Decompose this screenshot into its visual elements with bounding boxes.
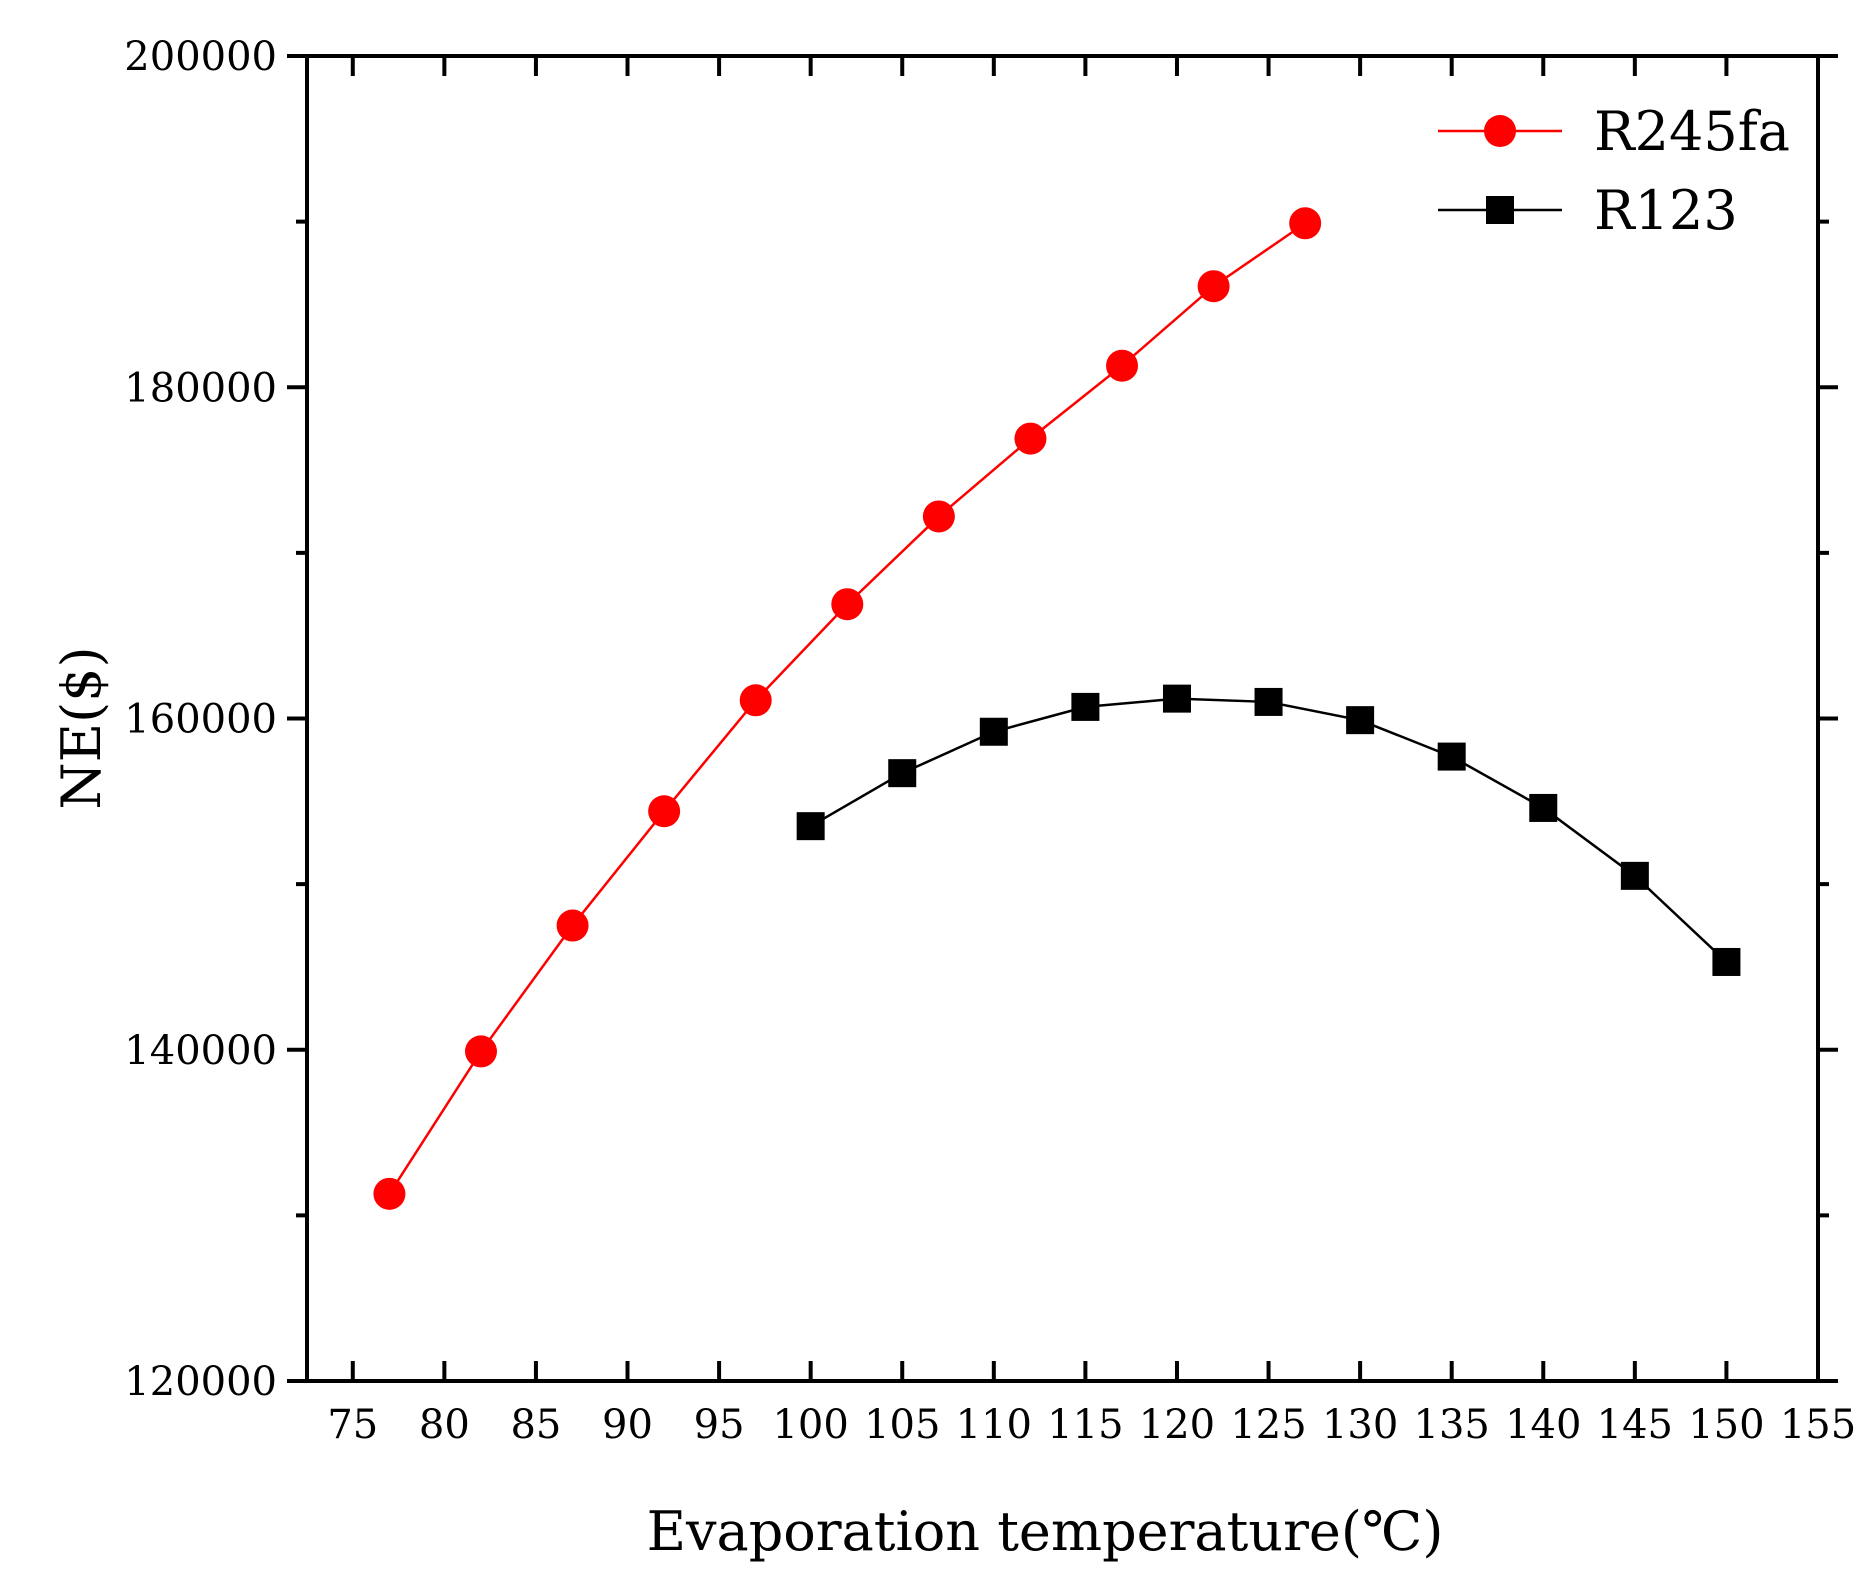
data-point bbox=[1529, 793, 1558, 822]
legend-marker bbox=[1486, 196, 1514, 224]
x-tick-label: 95 bbox=[694, 1402, 745, 1448]
data-point bbox=[1197, 270, 1230, 303]
x-axis-title: Evaporation temperature(℃) bbox=[647, 1500, 1444, 1563]
legend-item: R245fa bbox=[1438, 100, 1790, 163]
y-tick-label: 120000 bbox=[124, 1359, 277, 1405]
x-tick-label: 105 bbox=[864, 1402, 940, 1448]
data-point bbox=[373, 1177, 406, 1210]
data-point bbox=[796, 812, 825, 841]
data-point bbox=[831, 588, 864, 621]
y-axis-title: NE($) bbox=[50, 646, 113, 809]
data-point bbox=[1106, 349, 1139, 382]
data-point bbox=[1254, 687, 1283, 716]
legend-marker bbox=[1484, 115, 1516, 147]
x-tick-label: 75 bbox=[327, 1402, 378, 1448]
data-point bbox=[1437, 742, 1466, 771]
x-tick-label: 115 bbox=[1047, 1402, 1123, 1448]
series-layer bbox=[373, 207, 1741, 1210]
data-point bbox=[922, 500, 955, 533]
y-tick-label: 200000 bbox=[124, 34, 277, 80]
data-point bbox=[888, 759, 917, 788]
axis-tick-labels: 75 80 85 90 95 100 105 110 115 120 125 130 135 140 145… bbox=[124, 34, 1856, 1448]
x-tick-label: 100 bbox=[772, 1402, 848, 1448]
y-tick-label: 180000 bbox=[124, 365, 277, 411]
series-R245fa bbox=[373, 207, 1322, 1210]
data-point bbox=[648, 795, 681, 828]
y-tick-label: 140000 bbox=[124, 1028, 277, 1074]
legend: R245fa R123 bbox=[1438, 100, 1790, 242]
x-tick-label: 80 bbox=[419, 1402, 470, 1448]
x-tick-label: 140 bbox=[1505, 1402, 1581, 1448]
x-tick-label: 150 bbox=[1688, 1402, 1764, 1448]
x-tick-label: 125 bbox=[1230, 1402, 1306, 1448]
legend-item: R123 bbox=[1438, 179, 1738, 242]
data-point bbox=[1620, 861, 1649, 890]
data-point bbox=[1071, 692, 1100, 721]
x-tick-label: 110 bbox=[956, 1402, 1032, 1448]
x-tick-label: 90 bbox=[602, 1402, 653, 1448]
legend-label: R245fa bbox=[1594, 100, 1790, 163]
plot-frame bbox=[305, 54, 1820, 1383]
legend-label: R123 bbox=[1594, 179, 1738, 242]
axis-ticks bbox=[287, 54, 1838, 1383]
data-point bbox=[979, 717, 1008, 746]
data-point bbox=[1014, 422, 1047, 455]
data-point bbox=[1162, 684, 1191, 713]
y-tick-label: 160000 bbox=[124, 697, 277, 743]
x-tick-label: 120 bbox=[1139, 1402, 1215, 1448]
data-point bbox=[464, 1035, 497, 1068]
series-line bbox=[810, 697, 1728, 963]
x-tick-label: 145 bbox=[1597, 1402, 1673, 1448]
data-point bbox=[1346, 706, 1375, 735]
x-tick-label: 135 bbox=[1414, 1402, 1490, 1448]
data-point bbox=[1712, 947, 1741, 976]
x-tick-label: 85 bbox=[510, 1402, 561, 1448]
data-point bbox=[1289, 207, 1322, 240]
data-point bbox=[556, 909, 589, 942]
x-tick-label: 155 bbox=[1780, 1402, 1856, 1448]
x-tick-label: 130 bbox=[1322, 1402, 1398, 1448]
data-point bbox=[739, 684, 772, 717]
series-R123 bbox=[796, 684, 1741, 976]
